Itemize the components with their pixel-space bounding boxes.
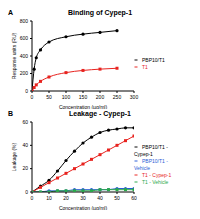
svg-text:50: 50 bbox=[114, 195, 120, 201]
svg-text:60: 60 bbox=[22, 119, 28, 125]
html-text:B: B bbox=[8, 110, 14, 117]
svg-text:20: 20 bbox=[63, 195, 69, 201]
svg-text:Concentration (µg/ml): Concentration (µg/ml) bbox=[59, 104, 108, 109]
svg-text:Leakage (%): Leakage (%) bbox=[11, 142, 17, 171]
svg-text:0: 0 bbox=[25, 189, 28, 195]
html-text:T1 - Cypep-1: T1 - Cypep-1 bbox=[142, 171, 172, 178]
svg-text:100: 100 bbox=[62, 94, 71, 100]
svg-text:0: 0 bbox=[31, 195, 34, 201]
svg-text:150: 150 bbox=[79, 94, 88, 100]
svg-text:800: 800 bbox=[20, 18, 29, 24]
svg-text:50: 50 bbox=[46, 94, 52, 100]
svg-text:30: 30 bbox=[80, 195, 86, 201]
svg-text:40: 40 bbox=[97, 195, 103, 201]
svg-text:Response units (RU): Response units (RU) bbox=[11, 32, 17, 79]
svg-text:600: 600 bbox=[20, 35, 29, 41]
html-text:PBP10/T1: PBP10/T1 bbox=[142, 56, 165, 63]
svg-text:Concentration (µg/ml): Concentration (µg/ml) bbox=[59, 205, 108, 210]
svg-text:0: 0 bbox=[31, 94, 34, 100]
svg-text:0: 0 bbox=[25, 88, 28, 94]
html-text:Binding of Cypep-1: Binding of Cypep-1 bbox=[67, 9, 133, 16]
svg-text:250: 250 bbox=[113, 94, 122, 100]
html-text:Leakage - Cypep-1: Leakage - Cypep-1 bbox=[69, 110, 131, 117]
svg-text:200: 200 bbox=[96, 94, 105, 100]
html-text:T1 - Vehicle: T1 - Vehicle bbox=[142, 178, 169, 185]
svg-text:20: 20 bbox=[22, 165, 28, 171]
svg-text:200: 200 bbox=[20, 70, 29, 76]
html-text:A: A bbox=[8, 9, 14, 16]
svg-text:400: 400 bbox=[20, 53, 29, 59]
svg-text:300: 300 bbox=[130, 94, 139, 100]
svg-text:40: 40 bbox=[22, 142, 28, 148]
svg-text:10: 10 bbox=[46, 195, 52, 201]
html-text:T1: T1 bbox=[142, 63, 148, 70]
svg-text:60: 60 bbox=[131, 195, 137, 201]
html-text:PBP10/T1 - Cypep-1: PBP10/T1 - Cypep-1 bbox=[134, 143, 168, 157]
html-text:PBP10/T1 - Vehicle: PBP10/T1 - Vehicle bbox=[134, 157, 168, 171]
